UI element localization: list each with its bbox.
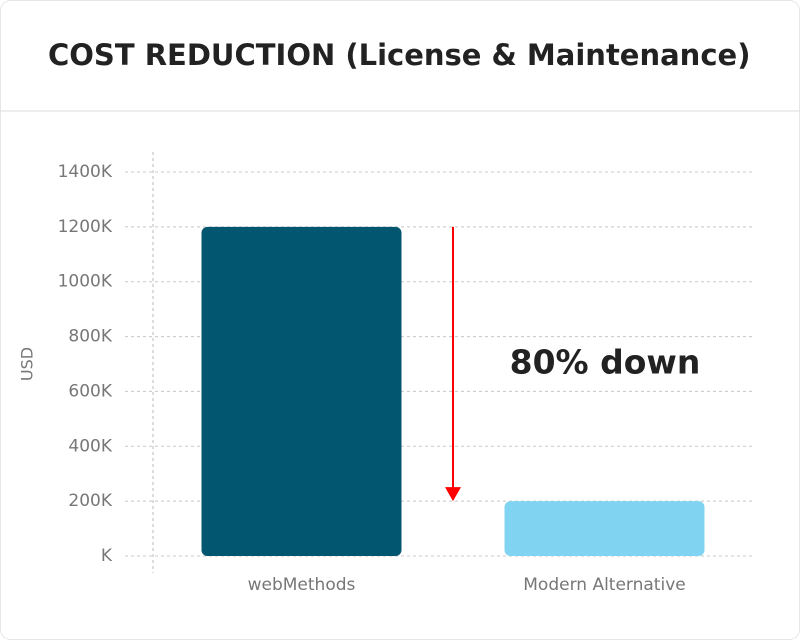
y-tick-label: 1200K	[58, 217, 113, 237]
y-tick-label: 400K	[68, 436, 112, 456]
bar	[201, 226, 402, 556]
bar	[504, 501, 705, 556]
x-tick-label: webMethods	[248, 575, 356, 595]
y-tick-label: 1400K	[58, 162, 113, 182]
y-axis-label: USD	[18, 347, 37, 381]
arrow-head	[445, 487, 461, 502]
y-tick-label: K	[101, 546, 113, 566]
x-tick-label: Modern Alternative	[523, 575, 685, 595]
y-tick-label: 200K	[68, 491, 112, 511]
y-tick-label: 1000K	[58, 272, 113, 292]
chart-title: COST REDUCTION (License & Maintenance)	[48, 38, 750, 72]
y-tick-label: 800K	[68, 327, 112, 347]
y-tick-label: 600K	[68, 381, 112, 401]
annotation: 80% down	[510, 343, 701, 382]
